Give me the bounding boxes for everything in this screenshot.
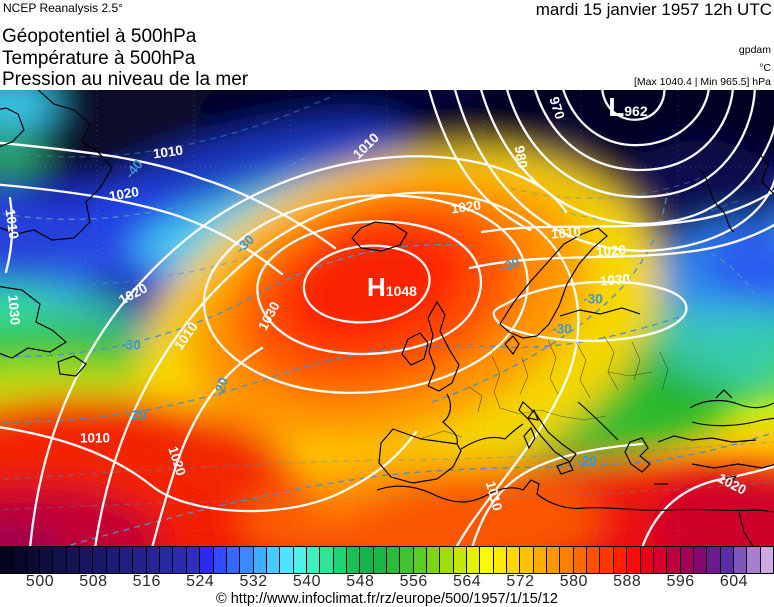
colorbar-cell	[79, 546, 94, 574]
colorbar	[0, 546, 774, 574]
colorbar-tick-label: 508	[79, 573, 108, 590]
colorbar-tick-label: 524	[186, 573, 215, 590]
colorbar-cell	[185, 546, 201, 574]
data-source-label: NCEP Reanalysis 2.5°	[3, 1, 123, 15]
colorbar-cell	[385, 546, 401, 574]
weather-map-canvas	[0, 90, 774, 546]
colorbar-cell	[412, 546, 427, 574]
graticule	[0, 90, 774, 546]
valid-datetime: mardi 15 janvier 1957 12h UTC	[535, 0, 772, 19]
colorbar-cell	[746, 546, 761, 574]
header: NCEP Reanalysis 2.5° mardi 15 janvier 19…	[0, 0, 774, 90]
colorbar-cell	[265, 546, 281, 574]
colorbar-cell	[572, 546, 588, 574]
colorbar-cell	[706, 546, 721, 574]
colorbar-tick-label: 532	[239, 573, 268, 590]
colorbar-cell	[359, 546, 374, 574]
country-borders	[419, 335, 669, 440]
colorbar-cell	[626, 546, 641, 574]
colorbar-cell	[666, 546, 681, 574]
colorbar-cell	[25, 546, 41, 574]
temperature-contours	[0, 94, 774, 546]
colorbar-cell	[719, 546, 734, 574]
colorbar-ticks: 500 508 516 524 532 540 548 556 564 572 580 588 596 6…	[0, 573, 774, 591]
field-geopotential: Géopotentiel à 500hPa	[2, 26, 197, 47]
colorbar-cell	[172, 546, 187, 574]
colorbar-cell	[426, 546, 441, 574]
coastlines	[0, 90, 774, 546]
colorbar-cell	[319, 546, 334, 574]
colorbar-cell	[292, 546, 307, 574]
colorbar-cell	[199, 546, 214, 574]
colorbar-cell	[399, 546, 414, 574]
colorbar-cell	[92, 546, 107, 574]
colorbar-cell	[145, 546, 161, 574]
field-list: Géopotentiel à 500hPa Température à 500h…	[2, 26, 248, 91]
colorbar-cell	[639, 546, 654, 574]
colorbar-tick-label: 572	[506, 573, 535, 590]
unit-temperature: °C	[759, 62, 771, 74]
colorbar-cell	[225, 546, 241, 574]
field-temperature: Température à 500hPa	[2, 47, 196, 69]
colorbar-cell	[586, 546, 601, 574]
isobar-contours	[0, 90, 774, 546]
colorbar-cell	[732, 546, 748, 574]
colorbar-tick-label: 596	[666, 573, 695, 590]
colorbar-cell	[692, 546, 708, 574]
colorbar-tick-label: 588	[613, 573, 642, 590]
map-panel: 1010 1020 1010 1010 1020 980 970 1010 1020 1030 10…	[0, 90, 774, 546]
colorbar-tick-label: 500	[25, 573, 55, 590]
colorbar-tick-label: 604	[719, 573, 749, 590]
colorbar-cell	[372, 546, 387, 574]
colorbar-cell	[279, 546, 294, 574]
colorbar-cell	[599, 546, 614, 574]
field-mslp: Pression au niveau de la mer	[2, 69, 249, 90]
colorbar-cell	[39, 546, 54, 574]
colorbar-cell	[52, 546, 67, 574]
colorbar-cell	[439, 546, 454, 574]
colorbar-tick-label: 564	[452, 573, 482, 590]
colorbar-cell	[759, 546, 774, 574]
colorbar-tick-label: 580	[559, 573, 588, 590]
colorbar-cell	[479, 546, 494, 574]
colorbar-cell	[466, 546, 481, 574]
colorbar-cell	[252, 546, 267, 574]
colorbar-cell	[239, 546, 254, 574]
colorbar-tick-label: 556	[399, 573, 428, 590]
colorbar-cell	[652, 546, 668, 574]
colorbar-cell	[119, 546, 134, 574]
unit-geopotential: gpdam	[738, 44, 771, 56]
colorbar-cell	[345, 546, 361, 574]
colorbar-cell	[559, 546, 574, 574]
colorbar-cell	[519, 546, 534, 574]
colorbar-cell	[492, 546, 508, 574]
colorbar-tick-label: 516	[132, 573, 161, 590]
colorbar-tick-label: 548	[346, 573, 375, 590]
credit-line: © http://www.infoclimat.fr/rz/europe/500…	[216, 591, 558, 607]
colorbar-cell	[212, 546, 227, 574]
colorbar-cell	[0, 546, 14, 574]
colorbar-cell	[12, 546, 27, 574]
pressure-extremes: [Max 1040.4 | Min 965.5] hPa	[634, 76, 771, 88]
colorbar-cell	[332, 546, 347, 574]
colorbar-cell	[612, 546, 628, 574]
colorbar-cell	[305, 546, 321, 574]
colorbar-cell	[452, 546, 468, 574]
colorbar-cell	[105, 546, 121, 574]
colorbar-cell	[506, 546, 521, 574]
colorbar-cell	[65, 546, 81, 574]
colorbar-tick-label: 540	[292, 573, 322, 590]
colorbar-cell	[132, 546, 147, 574]
colorbar-cell	[546, 546, 561, 574]
colorbar-cell	[159, 546, 174, 574]
colorbar-cell	[532, 546, 548, 574]
colorbar-cell	[679, 546, 694, 574]
